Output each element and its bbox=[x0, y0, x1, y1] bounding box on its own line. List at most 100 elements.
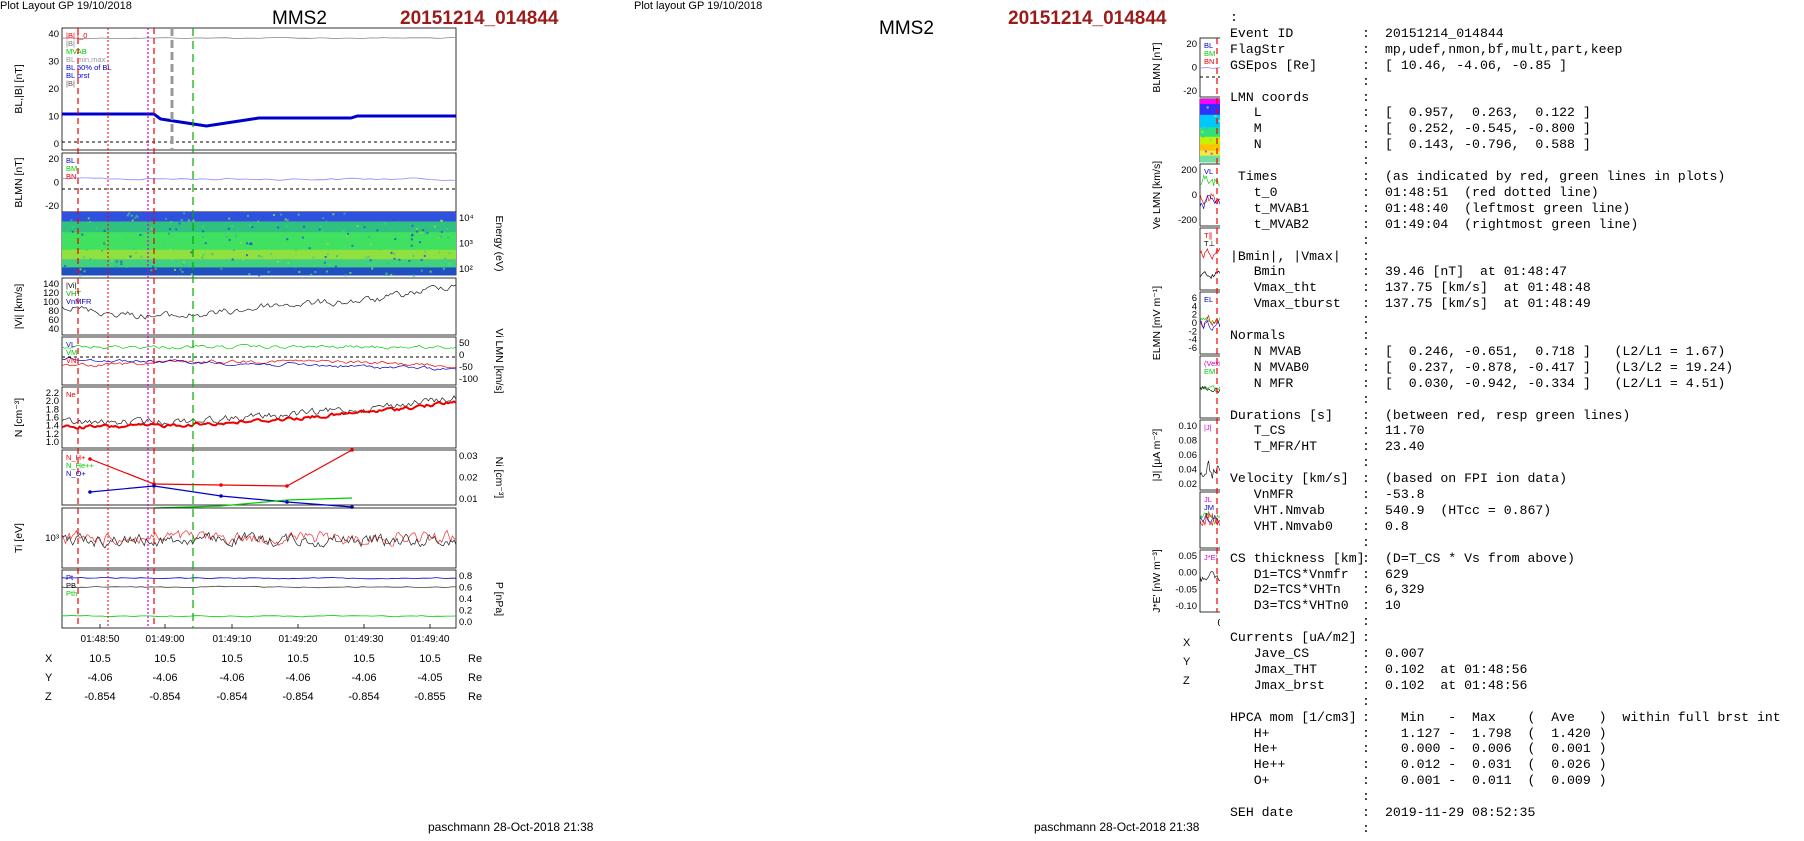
energy-spectrogram bbox=[62, 212, 456, 277]
spectrogram-pixel bbox=[242, 258, 245, 261]
spectrogram-pixel bbox=[369, 259, 372, 262]
info-value: (D=T_CS * Vs from above) bbox=[1385, 550, 1575, 566]
info-colon: : bbox=[1362, 280, 1370, 296]
y-axis-label-b: BL,|B| [nT] bbox=[13, 64, 25, 113]
spectrogram-pixel bbox=[251, 226, 254, 229]
spectrogram-pixel bbox=[322, 216, 325, 219]
spectrogram-band bbox=[62, 259, 456, 268]
spectrogram-pixel bbox=[445, 227, 448, 230]
spectrogram-pixel bbox=[301, 236, 304, 239]
vi-series bbox=[61, 284, 457, 320]
position-value: -4.06 bbox=[285, 672, 310, 684]
info-colon: : bbox=[1362, 773, 1370, 789]
panel-frame-te bbox=[1199, 227, 1220, 291]
spectrogram-band bbox=[1200, 150, 1220, 157]
spectrogram-pixel bbox=[178, 222, 181, 225]
spectrogram-pixel bbox=[201, 230, 204, 233]
y-axis-label-je: J*E' [nW m⁻³] bbox=[1151, 549, 1163, 613]
info-value: mp,udef,nmon,bf,mult,part,keep bbox=[1385, 41, 1623, 57]
spectrogram-pixel bbox=[440, 230, 443, 233]
y-tick-label: 0 bbox=[54, 178, 59, 189]
spectrogram-pixel bbox=[332, 213, 335, 216]
position-row-label: Y bbox=[45, 672, 53, 684]
spectrogram-pixel bbox=[126, 237, 129, 240]
spectrogram-pixel bbox=[342, 230, 345, 233]
spectrogram-pixel bbox=[164, 217, 167, 220]
spectrogram-pixel bbox=[83, 270, 86, 273]
panel-frame-velmn bbox=[1199, 163, 1220, 227]
legend-entry: VHT bbox=[66, 289, 81, 298]
info-key: T_CS bbox=[1230, 423, 1286, 439]
info-colon: : bbox=[1362, 820, 1370, 836]
ptotal-series bbox=[61, 577, 456, 580]
spectrogram-pixel bbox=[190, 212, 193, 215]
panel-frame-je bbox=[1199, 549, 1220, 613]
info-key: Jmax_THT bbox=[1230, 661, 1318, 677]
spectrogram-pixel bbox=[1214, 115, 1217, 118]
position-value: -0.854 bbox=[348, 691, 379, 703]
info-value: [ 0.237, -0.878, -0.417 ] (L3/L2 = 19.24… bbox=[1385, 359, 1734, 375]
spectrogram-pixel bbox=[346, 235, 349, 238]
spectrogram-pixel bbox=[211, 253, 214, 256]
info-key: N MVAB bbox=[1230, 343, 1302, 359]
y-tick-label: 0.01 bbox=[459, 494, 478, 505]
spectrogram-band bbox=[1200, 114, 1220, 128]
info-colon: : bbox=[1362, 296, 1370, 312]
y-tick-label: 0.02 bbox=[1179, 479, 1198, 490]
spectrogram-pixel bbox=[95, 249, 98, 252]
info-colon: : bbox=[1362, 153, 1370, 169]
spectrogram-pixel bbox=[246, 214, 249, 217]
spectrogram-pixel bbox=[363, 226, 366, 229]
info-key: FlagStr bbox=[1230, 41, 1286, 57]
spectrogram-pixel bbox=[323, 265, 326, 268]
spectrogram-pixel bbox=[362, 231, 365, 234]
spectrogram-pixel bbox=[224, 212, 227, 215]
spectrogram-pixel bbox=[398, 258, 401, 261]
position-row-label: Z bbox=[45, 691, 52, 703]
position-value: 10.5 bbox=[419, 653, 440, 665]
info-value: 6,329 bbox=[1385, 582, 1425, 598]
ti-series bbox=[61, 531, 457, 549]
spectrogram-pixel bbox=[91, 261, 94, 264]
info-key: VHT.Nmvab bbox=[1230, 502, 1325, 518]
spectrogram-pixel bbox=[85, 248, 88, 251]
legend-entry: Ne bbox=[66, 390, 76, 399]
y-tick-label: 200 bbox=[1181, 165, 1197, 176]
spectrogram-pixel bbox=[202, 254, 205, 257]
spectrogram-pixel bbox=[234, 252, 237, 255]
info-colon: : bbox=[1362, 757, 1370, 773]
info-colon: : bbox=[1362, 312, 1370, 328]
spectrogram-pixel bbox=[379, 248, 382, 251]
y-tick-label: -50 bbox=[459, 362, 473, 373]
info-key: L bbox=[1230, 105, 1262, 121]
bl-series bbox=[62, 112, 456, 128]
info-colon: : bbox=[1362, 518, 1370, 534]
legend-entry: BM bbox=[66, 164, 77, 173]
y-tick-label: 2.0 bbox=[46, 396, 59, 407]
panel-frame-vilmn bbox=[61, 336, 457, 386]
legend-entry: (VexB)M bbox=[1204, 359, 1220, 368]
spectrogram-pixel bbox=[257, 254, 260, 257]
y-tick-label: 10² bbox=[459, 264, 473, 275]
spectrogram-pixel bbox=[132, 247, 135, 250]
y-tick-label: 80 bbox=[48, 306, 59, 317]
panel-frame-blmn bbox=[61, 152, 457, 213]
info-value: 540.9 (HTcc = 0.867) bbox=[1385, 502, 1552, 518]
spectrogram-pixel bbox=[369, 243, 372, 246]
y-tick-label: 30 bbox=[48, 57, 59, 68]
spectrogram-pixel bbox=[444, 257, 447, 260]
spectrogram-pixel bbox=[231, 258, 234, 261]
y-tick-label: 0.02 bbox=[459, 473, 478, 484]
y-tick-label: 1.2 bbox=[46, 429, 59, 440]
spectrogram-pixel bbox=[225, 235, 228, 238]
y-tick-label: 1.4 bbox=[46, 421, 59, 432]
spectrogram-pixel bbox=[154, 267, 157, 270]
y-axis-label-j: |J| [μA m⁻²] bbox=[1151, 429, 1163, 482]
info-key: t_MVAB1 bbox=[1230, 200, 1310, 216]
spectrogram-pixel bbox=[202, 235, 205, 238]
spectrogram-pixel bbox=[66, 232, 69, 235]
info-colon: : bbox=[1362, 25, 1370, 41]
info-value: (based on FPI ion data) bbox=[1385, 471, 1568, 487]
pth-series bbox=[62, 614, 457, 618]
spectrogram-pixel bbox=[260, 256, 263, 259]
